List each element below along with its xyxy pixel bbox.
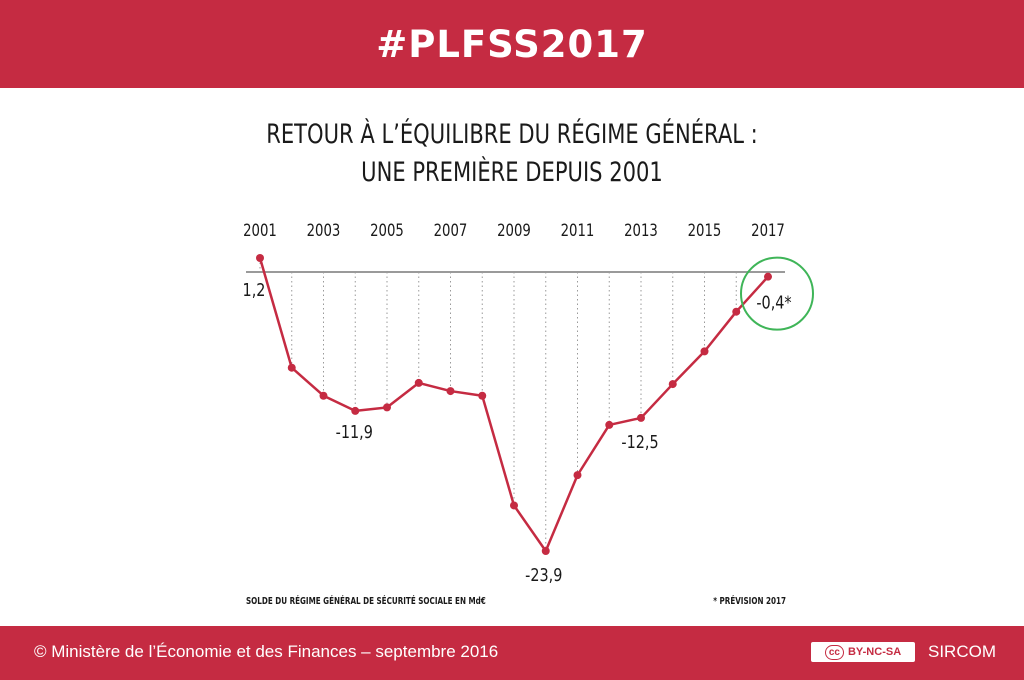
- chart-title: RETOUR À L’ÉQUILIBRE DU RÉGIME GÉNÉRAL :…: [113, 116, 912, 192]
- data-point: [414, 378, 423, 387]
- cc-icon: cc: [824, 644, 844, 660]
- data-point: [256, 254, 264, 262]
- data-label: 1,2: [243, 279, 266, 300]
- data-point: [446, 387, 455, 396]
- data-point: [541, 547, 550, 555]
- source-label: SOLDE DU RÉGIME GÉNÉRAL DE SÉCURITÉ SOCI…: [246, 594, 486, 608]
- data-point: [637, 413, 645, 422]
- x-tick-label: 2003: [307, 220, 341, 240]
- data-point: [383, 403, 391, 412]
- chart-title-line-2: UNE PREMIÈRE DEPUIS 2001: [361, 157, 663, 188]
- x-tick-label: 2011: [561, 220, 595, 240]
- x-tick-label: 2009: [497, 220, 531, 240]
- data-point: [764, 272, 772, 281]
- data-point: [478, 391, 487, 400]
- data-label: -11,9: [336, 421, 373, 442]
- data-point: [573, 471, 582, 480]
- data-label: -0,4*: [756, 292, 791, 313]
- data-label: -12,5: [621, 431, 658, 452]
- x-tick-label: 2005: [370, 220, 404, 240]
- x-tick-label: 2001: [243, 220, 277, 240]
- data-point: [700, 347, 709, 356]
- data-point: [605, 420, 614, 429]
- data-label: -23,9: [525, 564, 562, 585]
- top-banner: #PLFSS2017: [0, 0, 1024, 88]
- data-point: [287, 363, 296, 372]
- license-label: BY-NC-SA: [847, 646, 902, 658]
- x-tick-label: 2017: [751, 220, 785, 240]
- copyright-text: © Ministère de l’Économie et des Finance…: [34, 642, 499, 661]
- data-point: [351, 406, 360, 415]
- forecast-footnote: * PRÉVISION 2017: [713, 594, 786, 608]
- x-tick-label: 2007: [434, 220, 468, 240]
- bottom-banner: © Ministère de l’Économie et des Finance…: [0, 626, 1024, 680]
- forecast-highlight-ring: [740, 256, 814, 331]
- chart-title-line-1: RETOUR À L’ÉQUILIBRE DU RÉGIME GÉNÉRAL :: [266, 119, 758, 150]
- deficit-line-chart: 2001 2003 2005 2007 2009 2011 2013 2015 2017 1,2 -…: [243, 220, 814, 608]
- data-point: [668, 380, 677, 389]
- data-point: [510, 501, 518, 510]
- sircom-label: SIRCOM: [928, 642, 996, 661]
- cc-license-badge: cc BY-NC-SA: [811, 642, 915, 662]
- data-point: [319, 391, 328, 400]
- hashtag-title: #PLFSS2017: [376, 22, 648, 66]
- data-point: [732, 307, 741, 316]
- x-tick-label: 2015: [688, 220, 722, 240]
- x-tick-label: 2013: [624, 220, 658, 240]
